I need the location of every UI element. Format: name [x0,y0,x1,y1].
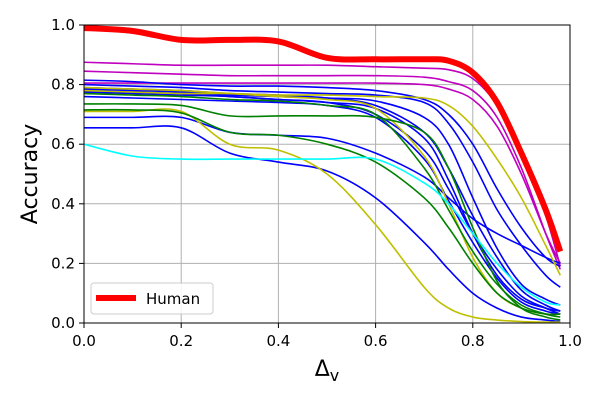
series-line-model-17 [84,108,561,316]
series-line-model-6 [84,88,561,306]
series-line-human [84,25,564,253]
x-tick-label: 0.6 [364,332,388,350]
x-axis-title: Δv [315,357,340,385]
series-line-model-10 [84,115,561,265]
y-tick-label: 1.0 [51,16,75,34]
series-line-model-3 [84,82,561,264]
legend-label-human: Human [146,290,200,308]
series-line-model-11 [84,125,561,323]
series-line-model-18 [84,92,561,318]
legend: Human [90,282,214,315]
y-tick-label: 0.8 [51,76,75,94]
series-line-model-13 [84,89,561,276]
y-tick-label: 0.2 [51,254,75,272]
x-axis-title-subscript: v [330,366,339,385]
series-line-model-2 [84,70,562,270]
axis-ticks: 0.0 0.2 0.4 0.6 0.8 1.0 0.0 0.2 0.4 0.6 0.8 1.0 [51,16,582,350]
x-tick-label: 1.0 [558,332,582,350]
x-tick-label: 0.4 [266,332,290,350]
x-tick-label: 0.8 [461,332,485,350]
y-tick-label: 0.6 [51,135,75,153]
y-tick-label: 0.4 [51,195,75,213]
series-line-model-4 [84,79,561,268]
y-tick-label: 0.0 [51,314,75,332]
x-tick-label: 0.0 [72,332,96,350]
x-tick-label: 0.2 [169,332,193,350]
x-axis-title-main: Δ [315,357,330,382]
series-lines [84,25,564,323]
legend-box [90,282,214,315]
plot-frame [83,24,571,324]
series-line-model-19 [84,143,561,306]
series-line-model-9 [84,95,561,315]
y-axis-title: Accuracy [18,124,43,224]
